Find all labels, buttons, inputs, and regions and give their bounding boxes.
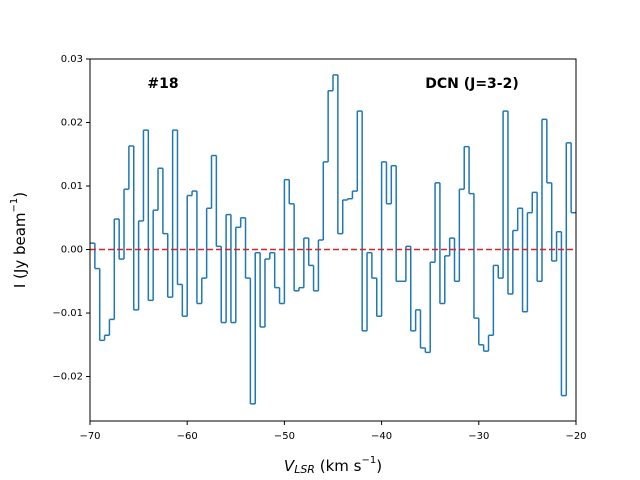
y-tick-label: −0.01 <box>52 308 83 319</box>
x-axis-label: VLSR (km s−1) <box>284 455 382 476</box>
x-tick-label: −30 <box>468 431 489 442</box>
annotation: #18 <box>147 76 178 92</box>
y-tick-label: 0.01 <box>61 181 83 192</box>
y-tick-label: 0.03 <box>61 54 83 65</box>
x-tick-label: −20 <box>565 431 586 442</box>
annotation: DCN (J=3-2) <box>425 76 519 92</box>
x-tick-label: −50 <box>274 431 295 442</box>
plot-frame <box>89 58 577 422</box>
x-tick-label: −40 <box>371 431 392 442</box>
y-tick-label: 0.02 <box>61 118 83 129</box>
x-tick-label: −70 <box>79 431 100 442</box>
y-axis-label: I (Jy beam−1) <box>9 192 29 288</box>
y-tick-label: 0.00 <box>61 245 83 256</box>
y-tick-label: −0.02 <box>52 372 83 383</box>
x-tick-label: −60 <box>177 431 198 442</box>
